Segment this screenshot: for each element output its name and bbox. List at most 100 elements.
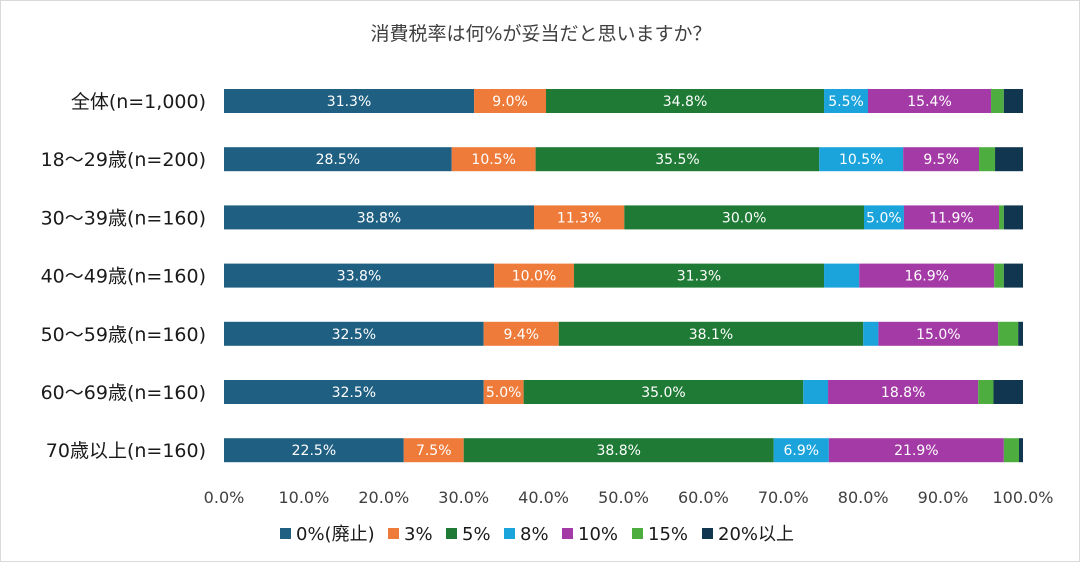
data-label: 38.1% <box>689 327 733 343</box>
bar-segment <box>463 438 774 463</box>
legend-label: 0%(廃止) <box>296 524 375 545</box>
data-label: 31.3% <box>677 269 721 285</box>
bar-segment <box>573 263 825 288</box>
data-label: 38.8% <box>357 210 401 226</box>
bar-segment <box>1003 263 1023 288</box>
bar-segment <box>403 438 464 463</box>
legend-label: 3% <box>404 524 433 545</box>
data-label: 34.8% <box>663 94 707 110</box>
legend-swatch <box>388 528 399 539</box>
bar-segment <box>523 380 804 404</box>
x-tick-label: 50.0% <box>598 488 649 507</box>
legend: 0%(廃止) 3% 5% 8% 10% 15% 20%以上 <box>280 524 794 545</box>
bar-segment <box>558 321 864 346</box>
data-label: 11.9% <box>929 210 973 226</box>
bar-segment <box>224 438 404 463</box>
data-label: 15.4% <box>907 94 951 110</box>
bar-segment <box>819 147 904 172</box>
legend-label: 5% <box>462 524 491 545</box>
legend-swatch <box>632 528 643 539</box>
bar-segment <box>224 205 535 230</box>
bar-segment <box>859 263 995 288</box>
data-label: 15.0% <box>916 327 960 343</box>
bar-segment <box>494 263 574 288</box>
bar-segment <box>1003 438 1020 463</box>
bar-segment <box>824 89 868 113</box>
data-label: 5.5% <box>828 94 864 110</box>
x-tick-label: 90.0% <box>918 488 969 507</box>
data-label: 22.5% <box>292 443 336 459</box>
x-tick-label: 20.0% <box>358 488 409 507</box>
bar-segment <box>903 147 980 172</box>
category-label: 50〜59歳(n=160) <box>41 324 206 346</box>
x-axis-ticks: 0.0% 10.0% 20.0% 30.0% 40.0% 50.0% 60.0% 70.0% 8… <box>204 488 1054 507</box>
data-label: 21.9% <box>894 443 938 459</box>
bar-segment <box>863 321 879 346</box>
x-tick-label: 40.0% <box>518 488 569 507</box>
data-label: 35.0% <box>641 385 685 401</box>
bar-segment <box>995 147 1023 172</box>
bar-segment <box>224 147 452 172</box>
bar-segment <box>824 263 860 288</box>
bar-segment <box>979 147 996 172</box>
data-label: 18.8% <box>881 385 925 401</box>
data-label: 33.8% <box>337 269 381 285</box>
x-tick-label: 60.0% <box>678 488 729 507</box>
legend-swatch <box>562 528 573 539</box>
category-labels: 全体(n=1,000) 18〜29歳(n=200) 30〜39歳(n=160) 40〜… <box>41 91 206 462</box>
legend-label: 15% <box>648 524 688 545</box>
legend-swatch <box>446 528 457 539</box>
data-label: 16.9% <box>904 269 948 285</box>
bar-segment <box>474 89 546 113</box>
bar-segment <box>545 89 825 113</box>
data-label: 28.5% <box>316 152 360 168</box>
bar-segment <box>978 380 994 404</box>
category-label: 全体(n=1,000) <box>71 91 206 113</box>
bar-segment <box>483 380 524 404</box>
data-label: 5.0% <box>866 210 902 226</box>
data-label: 30.0% <box>722 210 766 226</box>
data-label: 32.5% <box>332 385 376 401</box>
bar-segment <box>803 380 829 404</box>
bar-segment <box>998 321 1019 346</box>
category-label: 70歳以上(n=160) <box>46 440 206 462</box>
x-tick-label: 80.0% <box>838 488 889 507</box>
legend-label: 8% <box>520 524 549 545</box>
bar-segment <box>828 438 1004 463</box>
bar-segment <box>483 321 559 346</box>
x-tick-label: 70.0% <box>758 488 809 507</box>
x-tick-label: 0.0% <box>204 488 245 507</box>
legend-swatch <box>702 528 713 539</box>
data-label: 38.8% <box>596 443 640 459</box>
bar-segment <box>863 205 904 230</box>
data-label: 6.9% <box>783 443 819 459</box>
data-label: 10.0% <box>512 269 556 285</box>
legend-label: 20%以上 <box>718 524 794 545</box>
data-label: 5.0% <box>486 385 522 401</box>
bar-segment <box>534 205 625 230</box>
bar-segment <box>993 380 1023 404</box>
bar-segment <box>624 205 864 230</box>
bar-segment <box>1019 438 1023 463</box>
x-tick-label: 10.0% <box>278 488 329 507</box>
bars-group: 31.3% 9.0% 34.8% 5.5% 15.4% 28.5% 10.5% 35.5% 10… <box>224 89 1023 463</box>
bar-segment <box>994 263 1004 288</box>
bar-segment <box>903 205 1000 230</box>
data-label: 10.5% <box>839 152 883 168</box>
bar-segment <box>828 380 979 404</box>
bar-segment <box>1003 205 1023 230</box>
data-label: 9.4% <box>503 327 539 343</box>
bar-segment <box>773 438 829 463</box>
legend-swatch <box>280 528 291 539</box>
data-label: 7.5% <box>416 443 452 459</box>
category-label: 18〜29歳(n=200) <box>41 149 206 171</box>
data-label: 9.0% <box>492 94 528 110</box>
bar-segment <box>224 321 484 346</box>
legend-swatch <box>504 528 515 539</box>
data-label: 32.5% <box>332 327 376 343</box>
bar-segment <box>224 263 495 288</box>
data-label: 11.3% <box>557 210 601 226</box>
bar-segment <box>991 89 1004 113</box>
legend-label: 10% <box>578 524 618 545</box>
